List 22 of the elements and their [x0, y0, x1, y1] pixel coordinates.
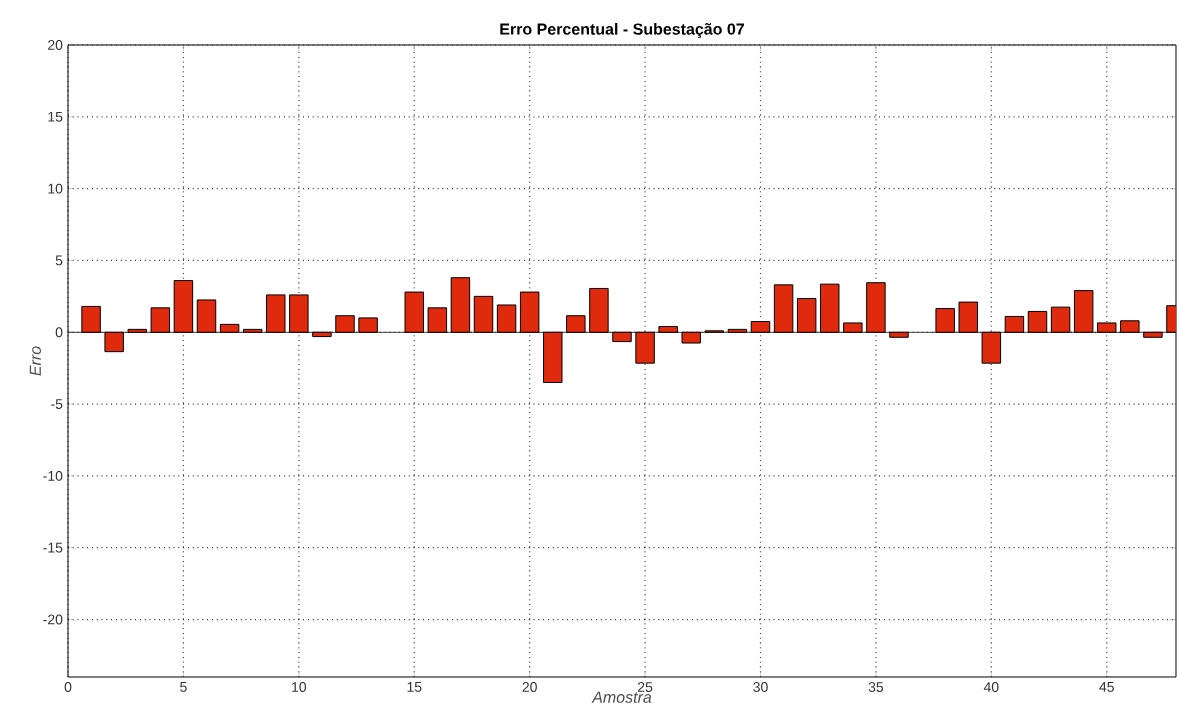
y-tick-label: 10: [48, 183, 63, 194]
x-tick-label: 5: [180, 682, 187, 692]
x-tick-label: 0: [64, 682, 72, 692]
x-tick-label: 30: [753, 682, 768, 692]
y-tick-label: -10: [43, 470, 63, 481]
y-tick-label: -15: [43, 542, 63, 553]
y-tick-label: 0: [55, 327, 63, 338]
x-tick-label: 10: [292, 682, 307, 692]
y-tick-label: -5: [51, 399, 63, 409]
y-tick-label: 5: [55, 255, 63, 266]
chart-title: Erro Percentual - Subestação 07: [500, 23, 744, 38]
x-axis-title: Amostra: [591, 691, 652, 703]
x-tick-label: 15: [407, 682, 422, 692]
x-tick-label: 20: [522, 682, 537, 692]
y-tick-label: -20: [43, 614, 63, 625]
x-tick-label: 25: [637, 682, 653, 692]
y-axis-title: Erro: [29, 346, 41, 376]
x-tick-label: 45: [1099, 682, 1114, 692]
x-tick-label: 40: [983, 682, 999, 692]
x-tick-label: 35: [868, 682, 884, 692]
y-tick-label: 15: [48, 111, 63, 122]
y-tick-label: 20: [48, 40, 63, 50]
